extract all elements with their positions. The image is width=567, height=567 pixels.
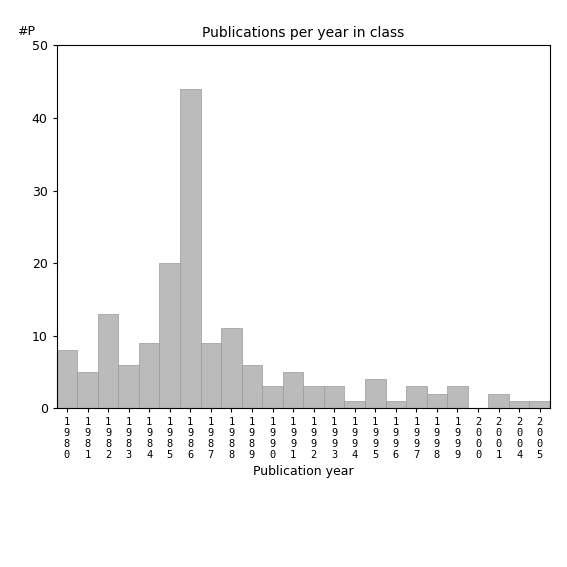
Bar [262,387,283,408]
Bar [201,343,221,408]
Bar [119,365,139,408]
Bar [159,263,180,408]
X-axis label: Publication year: Publication year [253,465,354,478]
Title: Publications per year in class: Publications per year in class [202,26,404,40]
Bar [386,401,406,408]
Bar [406,387,426,408]
Bar [509,401,530,408]
Bar [365,379,386,408]
Text: #P: #P [17,25,35,38]
Bar [488,393,509,408]
Bar [447,387,468,408]
Bar [283,372,303,408]
Bar [426,393,447,408]
Bar [345,401,365,408]
Bar [98,314,119,408]
Bar [303,387,324,408]
Bar [530,401,550,408]
Bar [324,387,344,408]
Bar [57,350,77,408]
Bar [139,343,159,408]
Bar [242,365,262,408]
Bar [180,89,201,408]
Bar [221,328,242,408]
Bar [77,372,98,408]
